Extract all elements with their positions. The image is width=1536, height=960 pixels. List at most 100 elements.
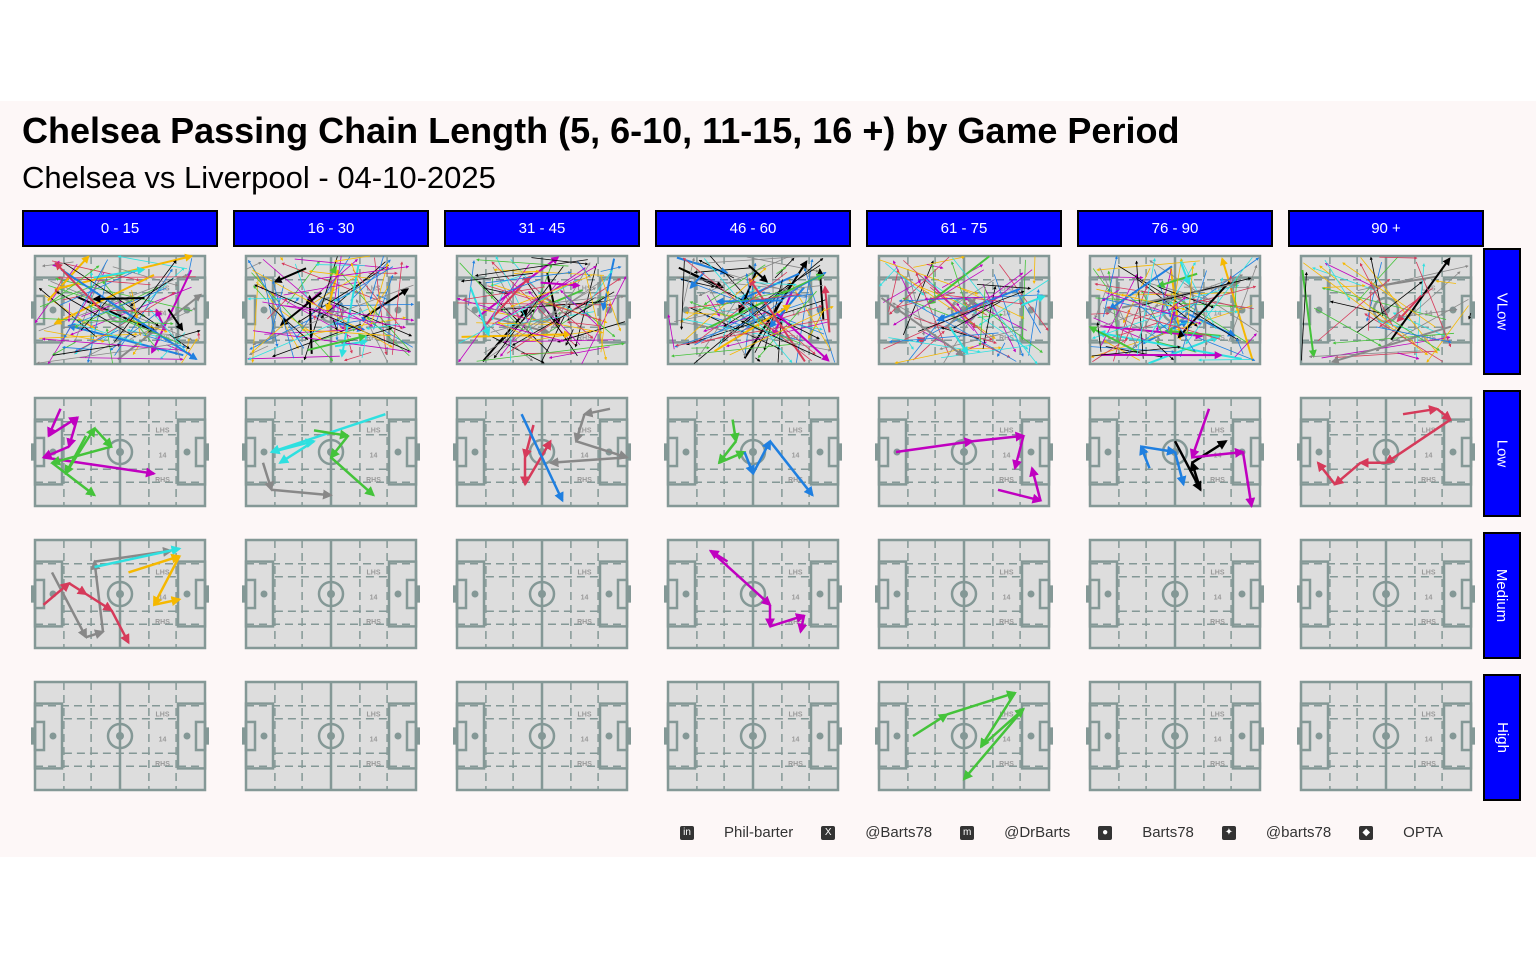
pass-arrow <box>114 260 177 343</box>
pass-arrow <box>186 337 191 352</box>
zone-label: LHS <box>367 570 381 577</box>
x-icon[interactable]: X <box>821 825 836 840</box>
pass-arrow <box>62 345 91 350</box>
pass-arrow <box>497 321 542 344</box>
pass-arrow <box>706 294 720 317</box>
pass-arrow <box>262 274 279 348</box>
pass-arrow <box>879 266 899 287</box>
pass-arrow <box>117 293 203 361</box>
pass-arrow <box>880 297 965 357</box>
pass-arrow <box>1148 335 1220 365</box>
chain-pass <box>972 431 1026 443</box>
pitch: LHS 14 RHS <box>875 680 1053 792</box>
chain-pass <box>330 456 375 497</box>
pass-arrow <box>1377 320 1414 331</box>
zone-label: RHS <box>999 761 1014 768</box>
pass-arrow <box>1330 300 1388 315</box>
pass-arrow <box>917 274 1029 350</box>
zone-label: LHS <box>1422 712 1436 719</box>
dropbox-icon[interactable]: ◆ <box>1359 825 1374 840</box>
pass-arrow <box>1376 326 1452 344</box>
pass-arrow <box>721 271 808 298</box>
pass-arrow <box>565 329 574 346</box>
pass-arrow <box>476 342 625 362</box>
linkedin-icon[interactable]: in <box>680 825 694 840</box>
chart-subtitle: Chelsea vs Liverpool - 04-10-2025 <box>22 160 496 195</box>
pass-arrow <box>167 308 184 332</box>
pass-arrow <box>908 271 925 336</box>
zone-label: 14 <box>370 310 378 317</box>
pass-arrow <box>1127 294 1170 332</box>
chain-pass <box>85 629 105 639</box>
pass-arrow <box>931 264 936 301</box>
column-strip: 90 + <box>1288 210 1484 247</box>
chain-pass <box>523 439 552 486</box>
chain-pass <box>1173 440 1202 492</box>
pass-arrow <box>67 303 71 323</box>
pass-arrow <box>584 270 608 361</box>
pass-arrow <box>1185 257 1253 345</box>
pitch: LHS 14 RHS <box>453 396 631 508</box>
pass-arrow <box>93 266 146 279</box>
pass-arrow <box>1168 258 1183 332</box>
pass-arrow <box>1203 312 1208 346</box>
chain-pass <box>520 413 564 503</box>
chain-pass <box>261 462 274 492</box>
pass-arrow <box>546 272 561 327</box>
pass-arrow <box>509 324 513 362</box>
footer-label: Barts78 <box>1142 824 1194 841</box>
chain-pass <box>962 708 1025 781</box>
pass-arrow <box>1379 287 1433 327</box>
zone-label: RHS <box>788 335 803 342</box>
chain-pass <box>66 417 79 449</box>
pass-arrow <box>487 285 602 321</box>
bluesky-icon[interactable]: ✦ <box>1221 825 1236 840</box>
zone-label: 14 <box>792 452 800 459</box>
pass-arrow <box>740 320 822 359</box>
pass-arrow <box>491 291 504 321</box>
chain-pass <box>278 440 315 464</box>
zone-label: 14 <box>370 594 378 601</box>
pass-arrow <box>273 267 307 283</box>
chain-pass <box>548 456 628 468</box>
zone-label: 14 <box>792 736 800 743</box>
zone-label: RHS <box>366 619 381 626</box>
pass-arrow <box>308 269 370 279</box>
pass-arrow <box>721 286 762 307</box>
pass-arrow <box>510 274 593 308</box>
pass-arrow <box>99 308 163 313</box>
chain-pass <box>946 690 1017 716</box>
pass-arrow <box>315 263 365 267</box>
pass-arrow <box>1180 258 1217 330</box>
pass-arrow <box>1366 262 1382 322</box>
pitch: LHS 14 RHS <box>664 680 842 792</box>
pass-arrow <box>1158 286 1215 309</box>
zone-label: LHS <box>789 428 803 435</box>
pass-arrow <box>72 322 143 345</box>
zone-label: LHS <box>1000 570 1014 577</box>
pass-arrow <box>41 337 178 351</box>
mastodon-icon[interactable]: m <box>960 825 975 840</box>
pass-arrow <box>694 271 788 344</box>
pass-arrow <box>467 260 476 306</box>
zone-label: 14 <box>1003 310 1011 317</box>
pass-arrow <box>1359 262 1394 327</box>
chain-pass <box>912 713 949 738</box>
pass-arrow <box>1324 263 1373 287</box>
pitch: LHS 14 RHS <box>453 254 631 366</box>
chain-pass <box>1191 447 1245 459</box>
zone-label: 14 <box>581 452 589 459</box>
pass-arrow <box>1121 279 1241 309</box>
pass-arrow <box>725 321 828 348</box>
pass-arrow <box>581 276 627 365</box>
chain-pass <box>313 429 350 440</box>
chain-pass <box>522 424 535 460</box>
github-icon[interactable]: ● <box>1098 825 1113 840</box>
pass-arrow <box>1357 264 1469 292</box>
pass-arrow <box>893 269 985 326</box>
zone-label: 14 <box>1425 452 1433 459</box>
footer-label: @Barts78 <box>865 824 933 841</box>
chain-pass <box>1029 466 1042 501</box>
chain-pass <box>51 461 97 497</box>
pass-arrow <box>310 271 364 305</box>
